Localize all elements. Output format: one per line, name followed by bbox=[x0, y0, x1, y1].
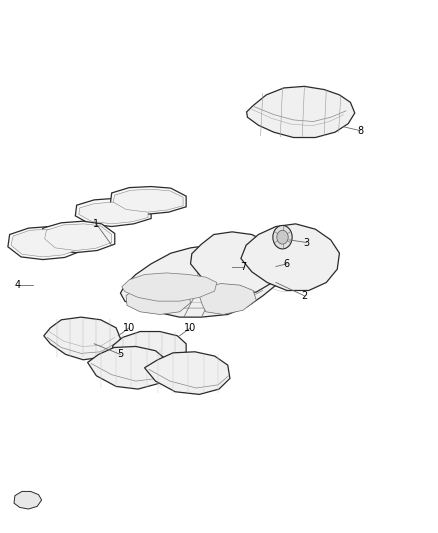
Text: 4: 4 bbox=[14, 280, 21, 290]
Text: 1: 1 bbox=[93, 219, 99, 229]
Polygon shape bbox=[41, 221, 115, 253]
Polygon shape bbox=[11, 229, 80, 257]
Polygon shape bbox=[247, 86, 355, 138]
Text: 6: 6 bbox=[284, 259, 290, 269]
Text: 10: 10 bbox=[184, 323, 197, 333]
Polygon shape bbox=[88, 346, 169, 389]
Polygon shape bbox=[79, 202, 148, 224]
Text: 5: 5 bbox=[117, 350, 124, 359]
Polygon shape bbox=[113, 189, 183, 212]
Polygon shape bbox=[199, 284, 256, 314]
Polygon shape bbox=[126, 286, 191, 314]
Polygon shape bbox=[191, 232, 279, 293]
Polygon shape bbox=[112, 332, 186, 370]
Polygon shape bbox=[75, 198, 151, 227]
Text: 3: 3 bbox=[304, 238, 310, 247]
Text: 10: 10 bbox=[123, 323, 135, 333]
Polygon shape bbox=[110, 187, 186, 214]
Polygon shape bbox=[120, 245, 283, 317]
Polygon shape bbox=[122, 273, 217, 301]
Text: 2: 2 bbox=[301, 291, 307, 301]
Polygon shape bbox=[44, 317, 120, 360]
Circle shape bbox=[277, 230, 288, 244]
Polygon shape bbox=[45, 224, 112, 251]
Text: 7: 7 bbox=[240, 262, 246, 271]
Polygon shape bbox=[14, 491, 42, 509]
Polygon shape bbox=[241, 224, 339, 290]
Polygon shape bbox=[8, 227, 82, 260]
Text: 8: 8 bbox=[357, 126, 363, 135]
Circle shape bbox=[273, 225, 292, 249]
Polygon shape bbox=[145, 352, 230, 394]
